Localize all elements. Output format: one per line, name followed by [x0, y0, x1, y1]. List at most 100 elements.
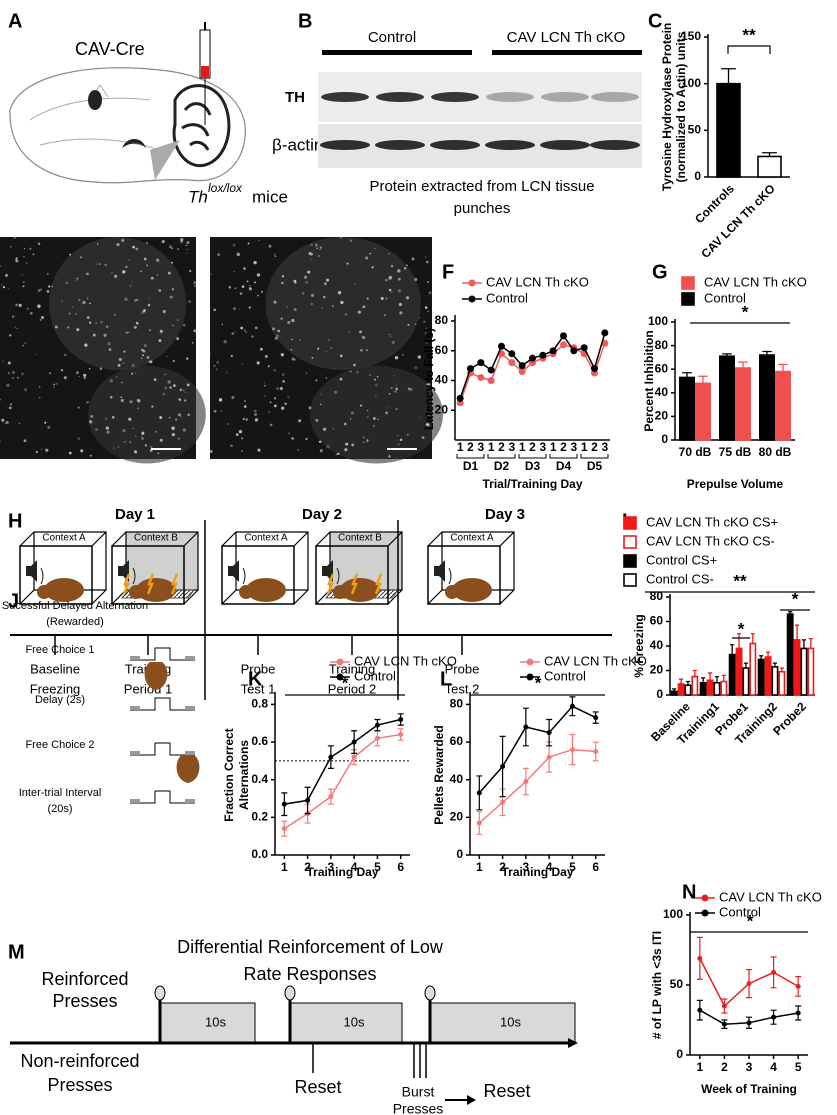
speckle [287, 321, 291, 325]
speckle [0, 398, 2, 401]
speckle [273, 404, 277, 408]
y-tick-label: 0 [694, 169, 701, 183]
point [546, 730, 552, 736]
speckle [124, 297, 128, 301]
speckle [225, 371, 228, 374]
speckle [44, 421, 47, 424]
blot-band [591, 92, 639, 102]
speckle [178, 398, 182, 401]
speckle [357, 310, 361, 314]
speckle [39, 319, 42, 321]
speckle [140, 270, 142, 273]
speckle [37, 304, 41, 308]
speckle [5, 273, 8, 277]
speckle [426, 260, 429, 264]
speckle [310, 293, 314, 297]
speckle [365, 256, 369, 260]
speckle [291, 437, 294, 440]
bar [718, 355, 735, 441]
speckle [141, 348, 144, 352]
speckle [362, 305, 366, 309]
error-bar [721, 68, 736, 84]
speckle [274, 336, 278, 340]
speckle [388, 252, 391, 255]
speckle [143, 344, 147, 347]
error-bar [778, 363, 788, 372]
speckle [136, 321, 139, 325]
speckle [417, 355, 422, 359]
error-bar [701, 677, 706, 683]
speckle [391, 291, 393, 293]
speckle [193, 284, 197, 288]
x-tick-label: 1 [476, 860, 483, 874]
interval-label: 10s [500, 1014, 521, 1029]
speckle [11, 370, 16, 375]
speckle [16, 327, 19, 330]
error-bar [738, 361, 748, 369]
shock [326, 573, 335, 595]
speckle [150, 445, 153, 449]
speckle [414, 277, 418, 282]
speckle [232, 243, 236, 247]
x-tick-label: 3 [601, 440, 608, 454]
speckle [137, 399, 141, 403]
row-label: Presses [47, 1075, 112, 1095]
point [746, 1020, 752, 1026]
speckle [121, 239, 125, 243]
legend-swatch [681, 276, 695, 290]
speckle [117, 446, 120, 448]
x-tick-label: 70 dB [679, 445, 712, 459]
speckle [307, 270, 311, 274]
speckle [273, 253, 276, 256]
speckle [180, 237, 184, 242]
speckle [52, 385, 56, 389]
speckle [104, 263, 107, 267]
speckle [350, 411, 354, 415]
point [374, 722, 380, 728]
speckle [114, 313, 116, 316]
speckle [233, 307, 237, 311]
speckle [234, 287, 237, 290]
speckle [281, 275, 285, 278]
speckle [8, 372, 10, 374]
speckle [75, 279, 78, 282]
speckle [156, 258, 160, 262]
speckle [280, 317, 283, 320]
speckle [184, 399, 187, 402]
x-tick-label: 3 [746, 1060, 753, 1074]
group-bracket [549, 454, 578, 459]
y-axis-title: % Freezing [632, 614, 646, 677]
brain-region [122, 139, 146, 148]
speckle [398, 302, 402, 306]
m-title: Differential Reinforcement of Low [177, 937, 444, 957]
x-tick-label: 5 [795, 1060, 802, 1074]
speckle [45, 448, 49, 452]
speckle [108, 348, 111, 352]
group-bar [492, 50, 642, 55]
speckle [236, 252, 240, 256]
legend-label: Control [486, 290, 528, 305]
speckle [166, 355, 168, 357]
speckle [388, 333, 391, 335]
speckle [218, 398, 223, 402]
speckle [325, 377, 328, 379]
bar [670, 690, 678, 696]
point [508, 359, 516, 367]
speckle [339, 236, 343, 239]
point [697, 1007, 703, 1013]
speckle [7, 361, 11, 365]
legend-swatch [701, 894, 709, 902]
speckle [22, 345, 24, 347]
speckle [82, 300, 86, 305]
point [523, 724, 529, 730]
speckle [337, 452, 340, 455]
mouse-head [129, 585, 143, 599]
speckle [385, 278, 388, 282]
speaker [228, 560, 239, 582]
bar [691, 675, 699, 696]
group-label: D3 [525, 459, 541, 473]
speckle [213, 409, 217, 413]
speckle [120, 396, 122, 398]
lever [130, 751, 140, 755]
speckle [140, 310, 144, 315]
